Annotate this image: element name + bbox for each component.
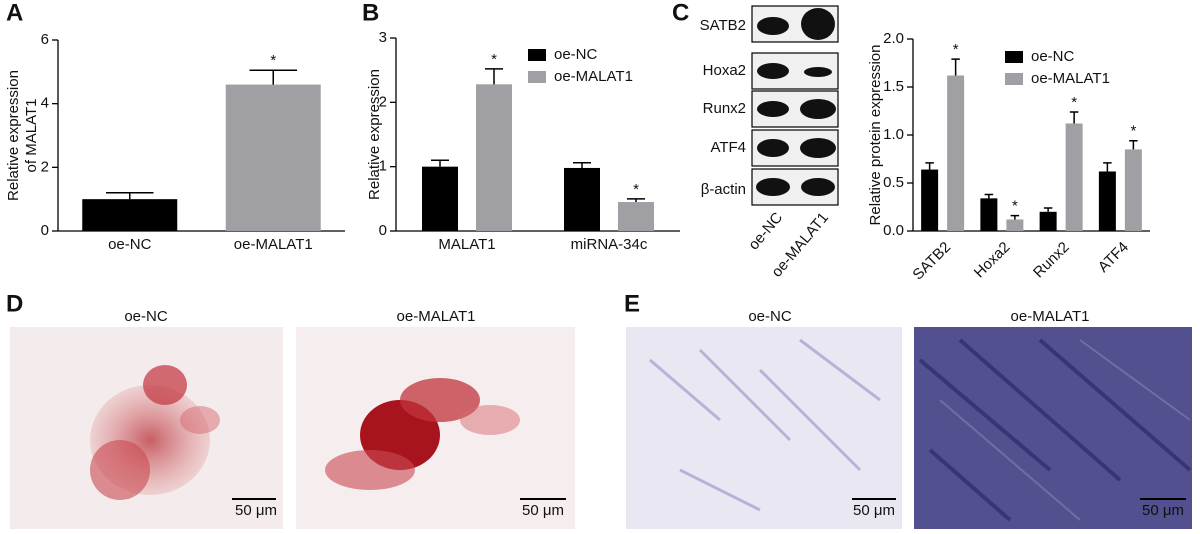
- y-tick-label: 0.5: [883, 174, 904, 191]
- bar: [921, 169, 939, 231]
- error-bar: [106, 192, 154, 200]
- y-axis-label: Relative expression: [5, 70, 22, 201]
- error-bar: [1069, 111, 1079, 124]
- legend-label: oe-MALAT1: [1031, 70, 1110, 87]
- blot-row-label: ATF4: [710, 139, 746, 156]
- bar: [82, 199, 178, 231]
- significance-mark: *: [270, 52, 276, 69]
- legend-label: oe-NC: [554, 46, 598, 63]
- significance-mark: *: [1071, 94, 1077, 111]
- error-bar: [951, 58, 960, 76]
- error-bar: [431, 159, 449, 167]
- significance-mark: *: [953, 41, 959, 58]
- y-tick-label: 4: [41, 95, 49, 112]
- bar: [422, 166, 458, 231]
- bar: [564, 167, 600, 231]
- legend-swatch: [1005, 51, 1023, 63]
- y-tick-label: 6: [41, 31, 49, 48]
- y-tick-label: 2: [379, 93, 387, 110]
- y-tick-label: 1: [379, 158, 387, 175]
- panel-letter: D: [6, 290, 23, 317]
- y-tick-label: 0: [41, 222, 49, 239]
- x-tick-label: ATF4: [1095, 239, 1132, 276]
- error-bar: [925, 162, 934, 170]
- image-title: oe-MALAT1: [397, 308, 476, 325]
- scale-bar-label: 50 μm: [522, 502, 564, 519]
- panel-letter: B: [362, 0, 379, 26]
- x-tick-label: oe-NC: [108, 236, 152, 253]
- error-bar: [984, 193, 994, 199]
- x-tick-label: oe-MALAT1: [234, 236, 313, 253]
- bar: [1124, 149, 1142, 231]
- scale-bar-label: 50 μm: [853, 502, 895, 519]
- bar: [1098, 171, 1116, 231]
- blot-lane-label: oe-NC: [745, 209, 786, 253]
- blot-row-label: Hoxa2: [703, 62, 746, 79]
- y-tick-label: 0: [379, 222, 387, 239]
- bar: [1065, 123, 1083, 231]
- error-bar: [1043, 207, 1053, 212]
- x-tick-label: miRNA-34c: [571, 236, 648, 253]
- bar: [1039, 211, 1057, 231]
- blot-row-label: Runx2: [703, 100, 746, 117]
- x-tick-label: MALAT1: [438, 236, 495, 253]
- blot: [751, 5, 839, 206]
- y-tick-label: 3: [379, 29, 387, 46]
- image-title: oe-MALAT1: [1011, 308, 1090, 325]
- micrograph: [914, 327, 1192, 529]
- bar: [618, 202, 654, 231]
- bar: [947, 75, 965, 231]
- blot-row-label: SATB2: [700, 17, 746, 34]
- micrograph: [10, 327, 283, 529]
- error-bar: [627, 198, 645, 203]
- error-bar: [249, 69, 297, 85]
- scale-bar-label: 50 μm: [235, 502, 277, 519]
- y-tick-label: 1.5: [883, 78, 904, 95]
- significance-mark: *: [1130, 123, 1136, 140]
- y-axis-label: Relative protein expression: [867, 45, 884, 226]
- error-bar: [1103, 162, 1112, 172]
- blot-row-label: β-actin: [701, 181, 746, 198]
- y-tick-label: 1.0: [883, 126, 904, 143]
- micrograph: [626, 327, 902, 529]
- legend-label: oe-MALAT1: [554, 68, 633, 85]
- panel-letter: A: [6, 0, 23, 26]
- panel-letter: E: [624, 290, 640, 317]
- y-axis-label: of MALAT1: [23, 99, 40, 173]
- y-tick-label: 2.0: [883, 30, 904, 47]
- image-title: oe-NC: [124, 308, 168, 325]
- y-tick-label: 2: [41, 158, 49, 175]
- bar: [980, 198, 998, 231]
- bar: [225, 84, 321, 231]
- error-bar: [573, 162, 591, 168]
- y-axis-label: Relative expression: [366, 69, 383, 200]
- scale-bar-label: 50 μm: [1142, 502, 1184, 519]
- micrograph: [296, 327, 575, 529]
- x-tick-label: SATB2: [909, 239, 954, 284]
- significance-mark: *: [491, 51, 497, 68]
- panel-letter: C: [672, 0, 689, 26]
- image-title: oe-NC: [748, 308, 792, 325]
- error-bar: [485, 68, 503, 85]
- error-bar: [1129, 140, 1138, 150]
- legend-swatch: [528, 49, 546, 61]
- x-tick-label: Runx2: [1030, 239, 1073, 282]
- y-tick-label: 0.0: [883, 222, 904, 239]
- legend-label: oe-NC: [1031, 48, 1075, 65]
- legend-swatch: [528, 71, 546, 83]
- significance-mark: *: [1012, 198, 1018, 215]
- legend-swatch: [1005, 73, 1023, 85]
- bar: [1006, 219, 1024, 231]
- x-tick-label: Hoxa2: [971, 239, 1014, 282]
- significance-mark: *: [633, 181, 639, 198]
- bar: [476, 84, 512, 231]
- error-bar: [1010, 214, 1020, 220]
